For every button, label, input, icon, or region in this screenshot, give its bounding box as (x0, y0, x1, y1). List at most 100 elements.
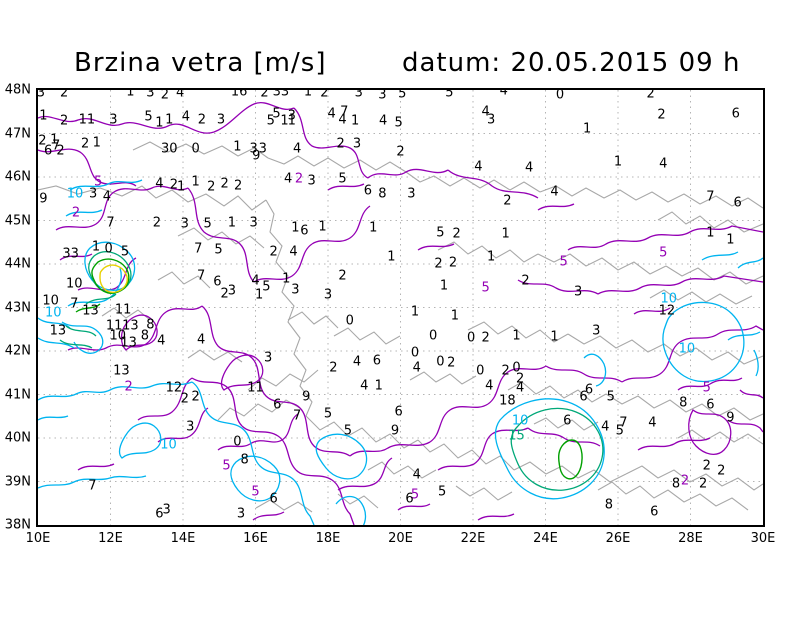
station-value: 4 (181, 109, 191, 125)
station-value: 2 (38, 133, 47, 149)
station-value: 4 (352, 354, 362, 370)
gridlines (38, 90, 763, 525)
x-tick-label: 12E (98, 531, 123, 546)
station-value: 2 (699, 476, 708, 492)
station-value: 9 (252, 148, 261, 164)
contour-label: 5 (251, 484, 260, 500)
station-value: 13 (82, 303, 99, 319)
contour-label: 10 (160, 437, 177, 453)
station-value: 1 (351, 113, 360, 129)
station-value: 0 (345, 313, 354, 329)
station-value: 16 (230, 88, 248, 100)
contour-lines-15ms (59, 251, 604, 491)
contour-label: 10 (678, 341, 696, 357)
station-value: 6 (300, 223, 309, 239)
y-tick-label: 47N (4, 126, 31, 141)
station-value: 1 (177, 179, 186, 195)
station-value: 7 (196, 268, 206, 284)
station-value: 7 (293, 408, 302, 424)
station-value: 1 (303, 88, 313, 100)
station-value: 1 (410, 304, 420, 320)
station-value: 1 (374, 378, 383, 394)
station-value: 2 (448, 255, 458, 271)
page-title: Brzina vetra [m/s] (74, 48, 327, 78)
station-value: 5 (266, 113, 275, 129)
station-value: 6 (563, 413, 572, 429)
contour-label: 5 (410, 487, 420, 503)
station-value: 10 (109, 328, 127, 344)
station-value: 5 (445, 88, 454, 101)
station-value: 2 (80, 136, 90, 152)
station-value: 12 (165, 380, 183, 396)
station-value: 3 (264, 350, 273, 366)
station-value: 2 (233, 178, 243, 194)
station-value: 1 (50, 132, 59, 148)
station-value: 2 (515, 371, 525, 387)
station-value: 1 (126, 88, 135, 100)
station-value: 2 (646, 88, 655, 102)
station-value: 0 (467, 330, 476, 346)
station-value: 0 (104, 241, 113, 257)
station-value: 3 (407, 186, 416, 202)
x-tick-label: 30E (750, 531, 776, 546)
station-value: 3 (573, 284, 583, 300)
x-tick-label: 28E (678, 531, 703, 546)
station-value: 3 (352, 136, 362, 152)
station-value: 1 (233, 139, 242, 155)
station-value: 5 (338, 171, 347, 187)
station-value: 3 (287, 108, 296, 124)
station-value: 4 (412, 360, 421, 376)
contour-label: 2 (680, 473, 690, 489)
station-value: 1 (550, 329, 559, 345)
x-tick-label: 16E (243, 531, 268, 546)
station-value: 3 (249, 215, 258, 231)
station-value: 0 (233, 434, 242, 450)
station-value: 4 (525, 160, 534, 176)
station-value: 2 (220, 176, 229, 192)
station-value: 9 (302, 389, 311, 405)
station-value: 6 (44, 143, 53, 159)
station-value: 4 (601, 419, 610, 435)
contour-label: 5 (222, 458, 231, 474)
station-value: 4 (474, 159, 483, 175)
station-value: 3 (249, 141, 258, 157)
station-value: 2 (434, 256, 443, 272)
station-value: 1 (583, 121, 592, 137)
station-value: 2 (56, 143, 65, 159)
station-value: 2 (657, 107, 666, 123)
station-value: 6 (273, 397, 282, 413)
station-value: 2 (503, 193, 512, 209)
contour-label: 5 (94, 174, 103, 190)
y-tick-label: 42N (4, 343, 31, 359)
station-value: 3 (227, 283, 237, 299)
station-value: 4 (550, 184, 559, 200)
x-tick-label: 26E (605, 531, 631, 546)
contour-label: 2 (294, 171, 304, 187)
x-tick-label: 20E (388, 531, 413, 546)
station-value: 3 (109, 112, 118, 128)
contour-label: 2 (124, 379, 133, 395)
station-value: 4 (251, 273, 260, 289)
station-value: 13 (113, 363, 130, 379)
station-value: 8 (679, 395, 688, 411)
station-value: 6 (731, 106, 740, 122)
station-value: 6 (584, 382, 594, 398)
coastline-layer (38, 141, 763, 513)
station-value: 5 (262, 279, 271, 295)
station-value: 2 (396, 144, 405, 160)
station-value: 0 (428, 328, 438, 344)
station-value: 6 (733, 195, 742, 211)
x-tick-label: 18E (315, 531, 341, 546)
station-value: 4 (360, 378, 369, 394)
x-tick-label: 22E (460, 531, 486, 546)
station-value: 3 (186, 419, 195, 435)
station-value: 3 (236, 506, 246, 522)
station-value: 8 (146, 317, 155, 333)
y-tick-label: 48N (4, 82, 31, 98)
station-value: 3 (180, 216, 189, 232)
station-value: 2 (260, 88, 269, 101)
station-value: 11 (78, 112, 96, 128)
station-value: 3 (146, 88, 155, 101)
station-value: 1 (387, 249, 396, 265)
